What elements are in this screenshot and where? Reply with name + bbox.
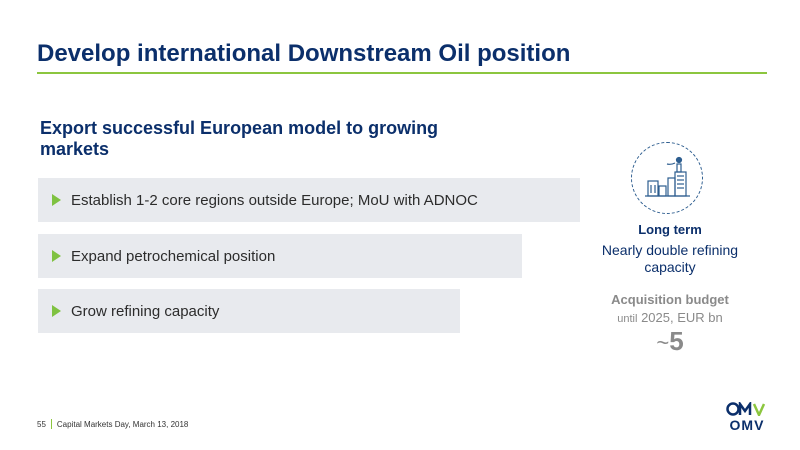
list-item-label: Expand petrochemical position (71, 247, 276, 265)
triangle-bullet-icon (52, 194, 61, 206)
footer-event: Capital Markets Day, March 13, 2018 (56, 419, 189, 429)
list-item-label: Establish 1-2 core regions outside Europ… (71, 191, 478, 209)
footer-divider (50, 419, 52, 429)
approx-sign: ~ (656, 330, 670, 355)
acquisition-budget-period: until 2025, EUR bn (600, 310, 740, 325)
slide-title: Develop international Downstream Oil pos… (37, 40, 571, 67)
section-subtitle: Export successful European model to grow… (40, 118, 439, 159)
list-item: Expand petrochemical position (38, 234, 522, 278)
list-item: Establish 1-2 core regions outside Europ… (38, 178, 580, 222)
page-number: 55 (37, 419, 46, 429)
long-term-description: Nearly double refining capacity (601, 242, 739, 275)
omv-logo-text: OMV (729, 417, 765, 433)
refinery-icon (631, 142, 703, 214)
list-item: Grow refining capacity (38, 289, 460, 333)
acquisition-value: 5 (669, 326, 684, 356)
title-divider (37, 72, 767, 74)
list-item-label: Grow refining capacity (71, 302, 220, 320)
acquisition-period-label: 2025, EUR bn (641, 310, 723, 325)
triangle-bullet-icon (52, 250, 61, 262)
footer: 55 Capital Markets Day, March 13, 2018 (37, 419, 188, 429)
triangle-bullet-icon (52, 305, 61, 317)
acquisition-budget-value: ~5 (600, 326, 740, 357)
acquisition-budget-heading: Acquisition budget (611, 292, 729, 307)
acquisition-until-label: until (617, 313, 638, 325)
omv-logo-mark (726, 402, 766, 416)
long-term-heading: Long term (638, 222, 702, 237)
